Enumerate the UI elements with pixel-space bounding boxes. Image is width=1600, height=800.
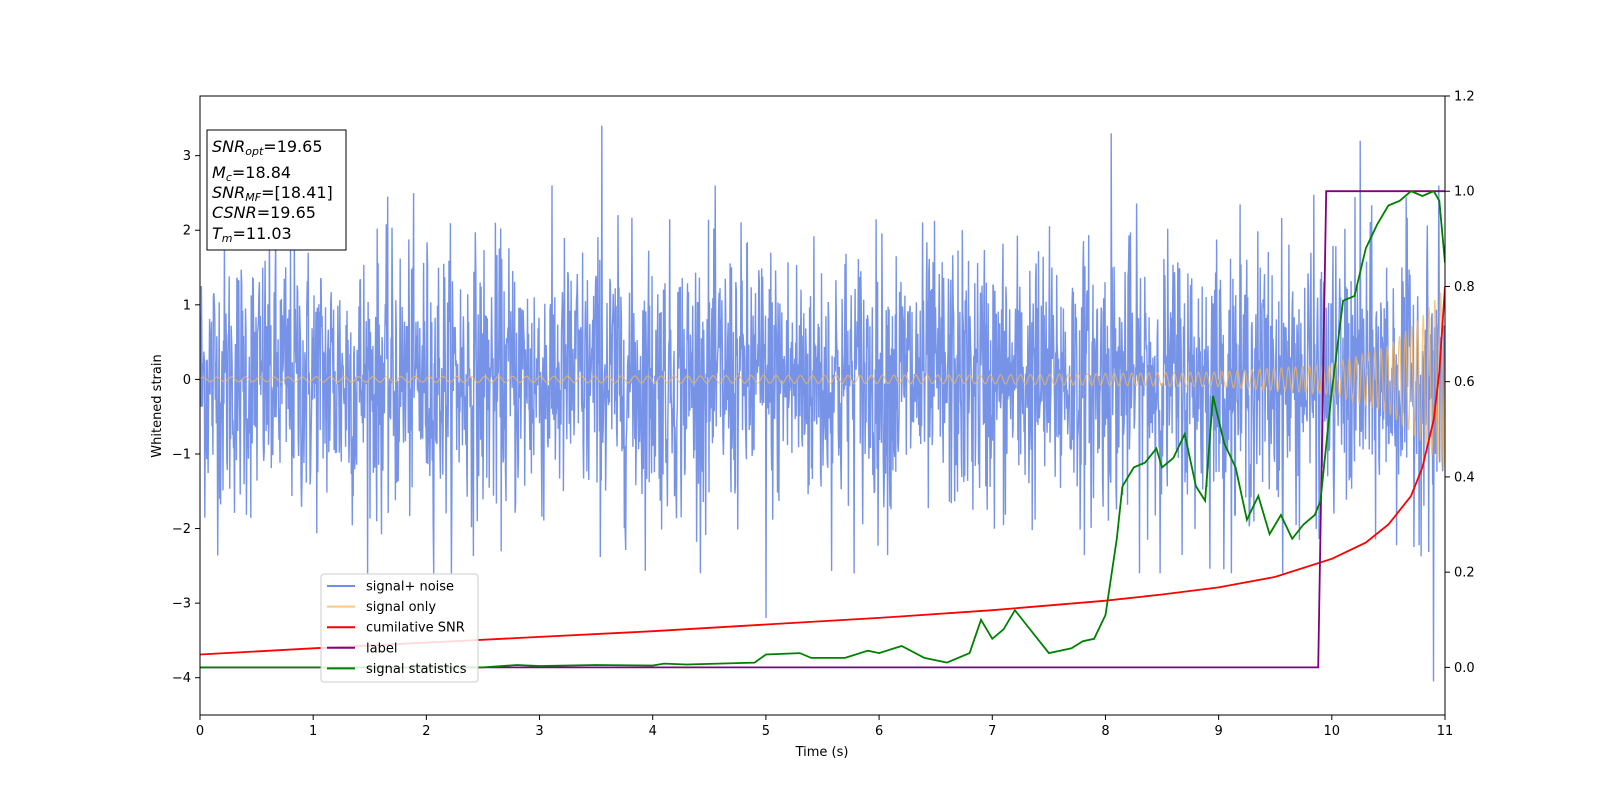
y2-tick-label: 0.2 xyxy=(1454,566,1475,581)
x-tick-label: 2 xyxy=(422,724,430,739)
signal-only-line xyxy=(200,292,1445,471)
y-tick-label: 2 xyxy=(183,224,191,239)
legend-label: label xyxy=(366,641,397,656)
x-tick-label: 1 xyxy=(309,724,317,739)
stat-snr-opt: SNRopt=19.65 xyxy=(212,137,323,158)
plot-frame xyxy=(199,95,1446,716)
series-lines xyxy=(200,190,1445,669)
y-tick-label: 1 xyxy=(183,298,191,313)
y-tick-label: −4 xyxy=(172,671,191,686)
y2-axis-ticks: 0.0 0.2 0.4 0.6 0.8 1.0 1.2 xyxy=(1445,90,1475,676)
signal-noise-line xyxy=(200,125,1445,682)
y-tick-label: −1 xyxy=(172,447,191,462)
x-tick-label: 3 xyxy=(535,724,543,739)
stat-tm: Tm=11.03 xyxy=(212,224,292,245)
x-tick-label: 10 xyxy=(1324,724,1341,739)
y2-tick-label: 0.0 xyxy=(1454,661,1475,676)
stat-snr-mf: SNRMF=[18.41] xyxy=(212,183,333,204)
stat-mc: Mc=18.84 xyxy=(212,163,291,184)
x-tick-label: 8 xyxy=(1101,724,1109,739)
y2-tick-label: 0.4 xyxy=(1454,470,1475,485)
x-tick-label: 0 xyxy=(196,724,204,739)
stats-box: SNRopt=19.65 Mc=18.84 SNRMF=[18.41] CSNR… xyxy=(206,129,347,251)
signal-statistics-line xyxy=(200,190,1445,669)
y-tick-label: −3 xyxy=(172,597,191,612)
stat-csnr: CSNR=19.65 xyxy=(212,203,316,222)
legend-label: signal+ noise xyxy=(366,580,454,595)
y-axis-label: Whitened strain xyxy=(150,354,165,457)
y2-tick-label: 1.0 xyxy=(1454,185,1475,200)
x-tick-label: 11 xyxy=(1437,724,1454,739)
y2-tick-label: 0.6 xyxy=(1454,375,1475,390)
x-axis-label: Time (s) xyxy=(795,745,849,760)
y2-tick-label: 1.2 xyxy=(1454,90,1475,105)
x-axis-ticks: 0 1 2 3 4 5 6 7 8 9 10 11 xyxy=(196,715,1453,739)
legend-label: signal statistics xyxy=(366,662,467,677)
legend-label: signal only xyxy=(366,600,436,615)
x-tick-label: 5 xyxy=(762,724,770,739)
x-tick-label: 6 xyxy=(875,724,883,739)
label-line xyxy=(200,190,1445,669)
legend: signal+ noise signal only cumilative SNR la… xyxy=(320,573,479,683)
legend-label: cumilative SNR xyxy=(366,621,465,636)
cumilative-snr-line xyxy=(200,286,1445,656)
series-signal-only xyxy=(200,292,1445,471)
y-axis-ticks: −4 −3 −2 −1 0 1 2 3 xyxy=(172,149,200,686)
y-tick-label: 0 xyxy=(183,373,191,388)
x-tick-label: 4 xyxy=(649,724,657,739)
x-tick-label: 9 xyxy=(1214,724,1222,739)
y-tick-label: −2 xyxy=(172,522,191,537)
series-signal-noise xyxy=(200,125,1445,682)
y-tick-label: 3 xyxy=(183,149,191,164)
x-tick-label: 7 xyxy=(988,724,996,739)
y2-tick-label: 0.8 xyxy=(1454,280,1475,295)
